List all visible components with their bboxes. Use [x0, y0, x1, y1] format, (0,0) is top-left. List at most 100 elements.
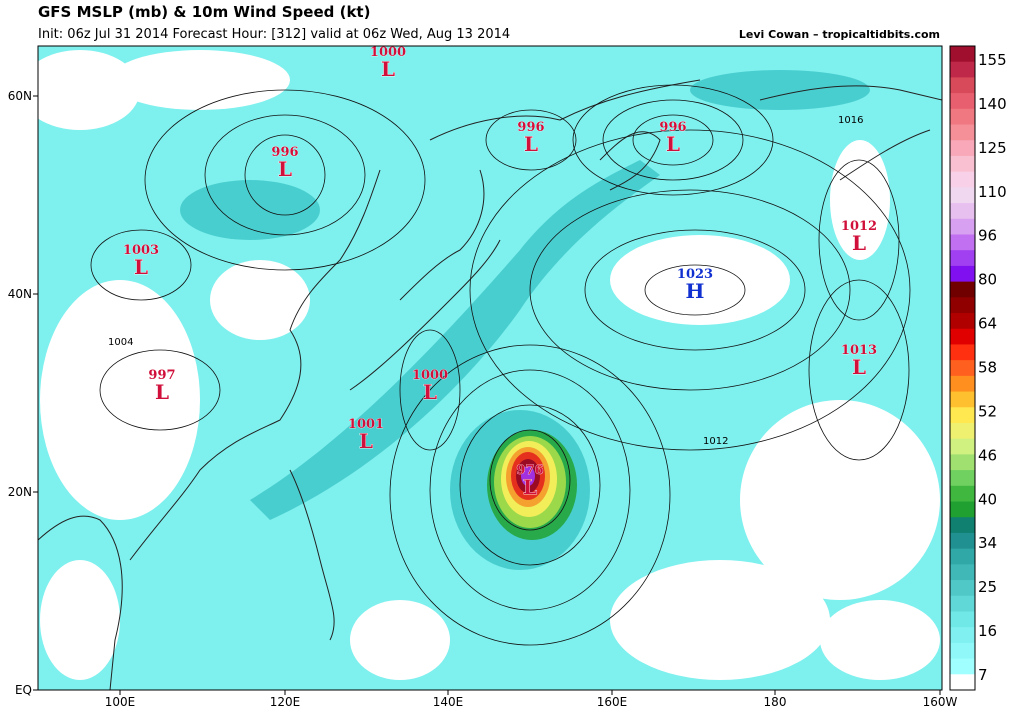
colorbar-swatch — [950, 61, 975, 78]
colorbar-swatch — [950, 281, 975, 298]
colorbar-swatch — [950, 344, 975, 361]
subtitle: Init: 06z Jul 31 2014 Forecast Hour: [31… — [38, 27, 510, 42]
colorbar-swatch — [950, 674, 975, 691]
pressure-symbol: L — [852, 355, 866, 379]
colorbar-swatch — [950, 313, 975, 330]
lon-label: 140E — [433, 695, 464, 709]
pressure-symbol: L — [523, 475, 537, 499]
pressure-value: 1000 — [412, 368, 448, 383]
colorbar-label: 140 — [978, 95, 1007, 113]
colorbar-label: 52 — [978, 402, 997, 420]
colorbar-swatch — [950, 580, 975, 597]
colorbar-swatch — [950, 265, 975, 283]
colorbar-swatch — [950, 360, 975, 377]
lon-label: 180 — [764, 695, 787, 709]
colorbar-label: 7 — [978, 666, 988, 684]
colorbar-swatch — [950, 642, 975, 660]
colorbar-swatch — [950, 77, 975, 94]
pressure-value: 996 — [517, 120, 544, 135]
colorbar-label: 34 — [978, 534, 997, 552]
pressure-value: 1003 — [123, 243, 159, 258]
colorbar-swatch — [950, 438, 975, 455]
pressure-value: 1001 — [348, 417, 384, 432]
colorbar-label: 125 — [978, 139, 1007, 157]
colorbar-swatch — [950, 627, 975, 644]
colorbar-swatch — [950, 203, 975, 220]
colorbar-label: 46 — [978, 446, 997, 464]
colorbar-swatch — [950, 658, 975, 675]
lon-label: 160W — [923, 695, 958, 709]
colorbar-swatch — [950, 46, 975, 63]
map-area: 1016 1004 1012 1000L996L1003L996L996L101… — [38, 45, 942, 690]
colorbar-label: 96 — [978, 227, 997, 245]
pressure-symbol: H — [686, 279, 705, 303]
colorbar-label: 25 — [978, 578, 997, 596]
colorbar: 155 140 125 110 96 80 64 58 52 46 40 34 25 16 7 — [949, 45, 1007, 691]
axes: 100E 120E 140E 160E 180 160W EQ 20N 40N 60N — [8, 89, 958, 709]
colorbar-swatch — [950, 108, 975, 126]
pressure-value: 997 — [148, 368, 175, 383]
colorbar-swatch — [950, 375, 975, 393]
colorbar-label: 64 — [978, 315, 997, 333]
colorbar-swatch — [950, 532, 975, 550]
colorbar-swatch — [950, 422, 975, 440]
colorbar-swatch — [950, 517, 975, 534]
colorbar-swatch — [950, 595, 975, 612]
coastlines — [38, 79, 942, 690]
lon-label: 120E — [270, 695, 301, 709]
colorbar-swatch — [950, 454, 975, 471]
colorbar-label: 58 — [978, 359, 997, 377]
pressure-value: 996 — [271, 145, 298, 160]
colorbar-swatch — [950, 407, 975, 424]
calm-areas — [38, 50, 940, 680]
colorbar-swatch — [950, 93, 975, 110]
colorbar-swatch — [950, 501, 975, 518]
isobar-label: 1004 — [108, 337, 133, 348]
colorbar-label: 16 — [978, 622, 997, 640]
pressure-centers: 1000L996L1003L996L996L1012L1023H1013L997… — [123, 45, 878, 499]
lat-label: 60N — [8, 89, 32, 103]
colorbar-swatch — [950, 140, 975, 157]
colorbar-swatch — [950, 155, 975, 173]
pressure-value: 1012 — [841, 219, 877, 234]
pressure-symbol: L — [852, 231, 866, 255]
pressure-value: 996 — [659, 120, 686, 135]
colorbar-swatch — [950, 187, 975, 204]
colorbar-swatch — [950, 250, 975, 267]
pressure-symbol: L — [666, 132, 680, 156]
pressure-value: 1000 — [370, 45, 406, 60]
pressure-symbol: L — [278, 157, 292, 181]
pressure-value: 1023 — [677, 267, 713, 282]
colorbar-swatch — [950, 234, 975, 251]
colorbar-label: 80 — [978, 271, 997, 289]
colorbar-swatch — [950, 124, 975, 141]
colorbar-swatch — [950, 611, 975, 628]
typhoon-core — [487, 430, 577, 540]
colorbar-swatch — [950, 485, 975, 503]
colorbar-label: 110 — [978, 183, 1007, 201]
pressure-symbol: L — [381, 57, 395, 81]
colorbar-swatch — [950, 548, 975, 565]
pressure-symbol: L — [423, 380, 437, 404]
isobars — [90, 84, 911, 646]
colorbar-label: 155 — [978, 51, 1007, 69]
isobar-label: 1012 — [703, 436, 728, 447]
colorbar-label: 40 — [978, 490, 997, 508]
pressure-symbol: L — [134, 255, 148, 279]
colorbar-frame — [949, 45, 976, 691]
lon-label: 100E — [105, 695, 136, 709]
map-frame — [37, 45, 943, 691]
colorbar-swatch — [950, 297, 975, 314]
lat-label: 20N — [8, 485, 32, 499]
colorbar-swatch — [950, 564, 975, 581]
colorbar-swatch — [950, 391, 975, 408]
title: GFS MSLP (mb) & 10m Wind Speed (kt) — [38, 3, 370, 21]
lon-label: 160E — [597, 695, 628, 709]
credit: Levi Cowan – tropicaltidbits.com — [739, 28, 940, 41]
colorbar-swatch — [950, 218, 975, 235]
pressure-symbol: L — [359, 429, 373, 453]
pressure-value: 1013 — [841, 343, 877, 358]
pressure-symbol: L — [155, 380, 169, 404]
pressure-symbol: L — [524, 132, 538, 156]
